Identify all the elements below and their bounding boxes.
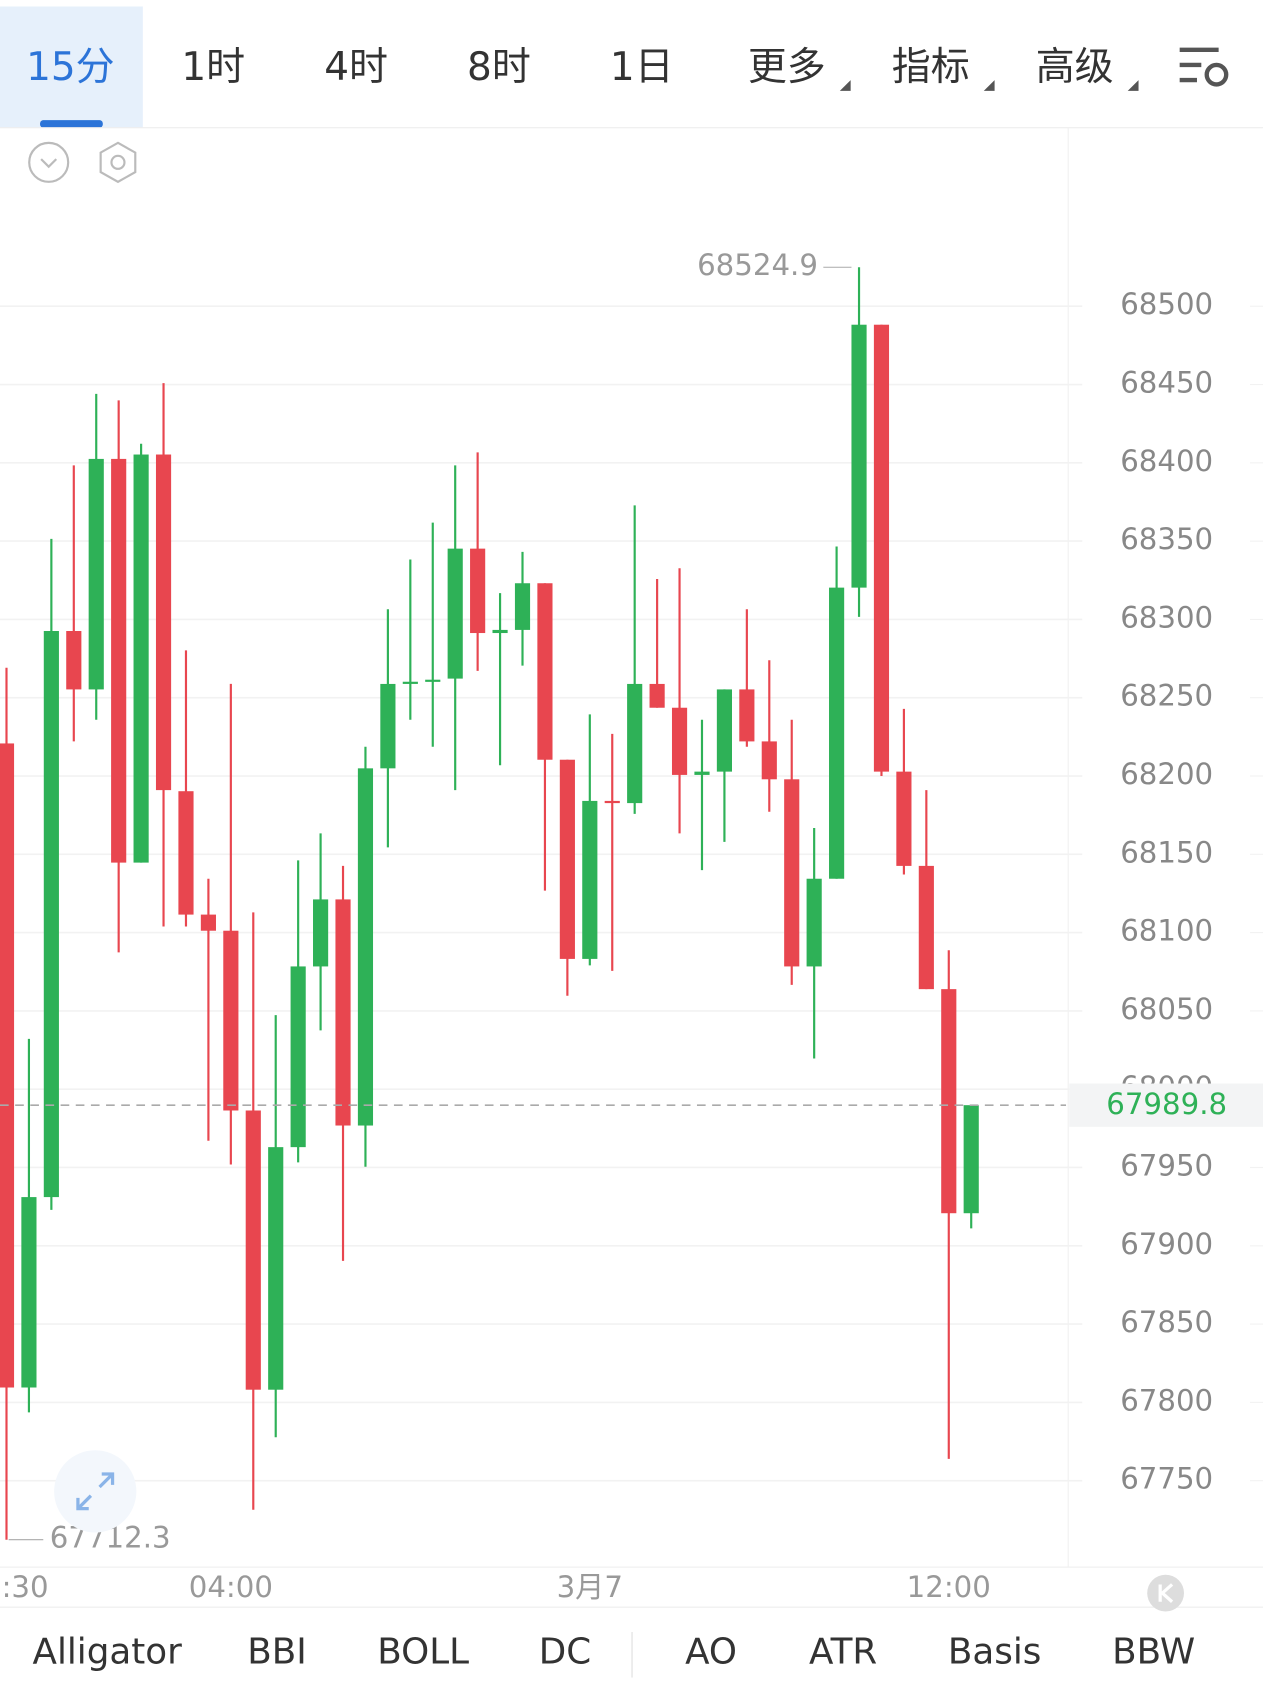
candle-body <box>178 791 194 915</box>
candle-body <box>896 771 912 866</box>
candle-body <box>200 914 216 931</box>
indicator-tab[interactable]: BOLL <box>377 1632 469 1673</box>
indicator-tab[interactable]: Basis <box>948 1632 1042 1673</box>
settings-icon[interactable] <box>1179 47 1229 87</box>
candle-body <box>111 458 127 863</box>
candle-body <box>963 1105 979 1214</box>
candle-body <box>268 1147 284 1390</box>
candle-body <box>582 800 598 959</box>
candle-body <box>671 707 688 775</box>
candle-body <box>447 548 463 679</box>
active-tab-bg <box>0 6 143 128</box>
indicator-tab[interactable]: AO <box>685 1632 737 1673</box>
y-tick-label: 68150 <box>1120 835 1213 869</box>
candle-body <box>155 454 172 791</box>
candle-body <box>290 966 306 1148</box>
candle-body <box>43 631 59 1198</box>
candle-body <box>559 759 575 959</box>
candle-body <box>335 899 351 1126</box>
candle-body <box>537 583 553 760</box>
candle-body <box>245 1110 261 1390</box>
candle-body <box>470 548 486 634</box>
y-tick-label: 68200 <box>1120 757 1213 791</box>
candle-body <box>761 741 777 780</box>
candle-body <box>918 865 934 990</box>
indicator-tab[interactable]: ATR <box>809 1632 877 1673</box>
indicator-tab[interactable]: DC <box>539 1632 591 1673</box>
x-tick-label: 04:00 <box>189 1570 273 1604</box>
y-tick-label: 68450 <box>1120 366 1213 400</box>
candle-body <box>66 631 82 690</box>
tab[interactable]: 指标 <box>892 45 970 90</box>
y-tick-label: 68100 <box>1120 914 1213 948</box>
indicator-tab[interactable]: Alligator <box>33 1632 183 1673</box>
y-tick-label: 68250 <box>1120 679 1213 713</box>
scroll-latest-icon <box>1158 1583 1174 1603</box>
y-tick-label: 68050 <box>1120 992 1213 1026</box>
candle-body <box>492 629 508 634</box>
candle-body <box>739 689 755 742</box>
candle-body <box>133 454 149 863</box>
tab[interactable]: 15分 <box>26 45 115 90</box>
y-tick-label: 68350 <box>1120 522 1213 556</box>
candle-body <box>357 768 374 1126</box>
candle-body <box>784 779 800 967</box>
dropdown-mark <box>983 80 995 91</box>
y-tick-label: 67950 <box>1120 1148 1213 1182</box>
x-tick-label: 01:30 <box>0 1570 49 1604</box>
y-tick-label: 68400 <box>1120 444 1213 478</box>
tab[interactable]: 高级 <box>1036 45 1114 90</box>
candle-body <box>425 679 441 682</box>
y-tick-label: 67800 <box>1120 1383 1213 1417</box>
candle-body <box>402 681 418 684</box>
scroll-latest-button[interactable] <box>1147 1574 1184 1612</box>
candle-body <box>941 989 957 1214</box>
tab[interactable]: 更多 <box>748 45 826 90</box>
indicator-tab[interactable]: BBW <box>1112 1632 1195 1673</box>
y-tick-label: 68500 <box>1120 287 1213 321</box>
candle-body <box>88 458 104 690</box>
last-price-label: 67989.8 <box>1106 1087 1227 1121</box>
x-tick-label: 12:00 <box>907 1570 991 1604</box>
expand-icon <box>76 1472 115 1511</box>
tab[interactable]: 8时 <box>467 45 531 90</box>
y-tick-label: 67750 <box>1120 1462 1213 1496</box>
candle-body <box>380 683 396 769</box>
candle-body <box>851 324 867 588</box>
candle-body <box>716 689 732 772</box>
candle-body <box>223 930 239 1111</box>
candles <box>0 267 979 1540</box>
candle-body <box>873 324 890 772</box>
x-tick-label: 3月7 <box>557 1570 623 1604</box>
active-tab-underline <box>40 120 103 128</box>
y-tick-label: 67900 <box>1120 1227 1213 1261</box>
tabs: 15分 1时 4时 8时 1日 更多 指标 高级 <box>26 45 1114 90</box>
indicators: Alligator BBI BOLL DC AO ATR Basis BBW <box>33 1632 1196 1673</box>
candle-body <box>0 743 15 1388</box>
candle-body <box>313 899 329 967</box>
y-tick-label: 68300 <box>1120 600 1213 634</box>
candle-body <box>694 771 710 775</box>
candle-body <box>829 587 845 879</box>
chart-tools[interactable] <box>28 141 137 184</box>
candle-body <box>649 683 665 708</box>
indicator-tab[interactable]: BBI <box>247 1632 307 1673</box>
candle-body <box>514 583 531 630</box>
candle-body <box>627 683 643 804</box>
tab[interactable]: 1日 <box>610 45 674 90</box>
max-label: 68524.9 <box>697 248 818 282</box>
tab[interactable]: 4时 <box>324 45 388 90</box>
last-price-tag <box>1069 1083 1263 1127</box>
tab[interactable]: 1时 <box>181 45 245 90</box>
candle-body <box>21 1197 37 1388</box>
y-tick-label: 67850 <box>1120 1305 1213 1339</box>
candle-body <box>806 878 822 967</box>
expand-button[interactable] <box>54 1450 137 1533</box>
candle-body <box>604 800 620 804</box>
